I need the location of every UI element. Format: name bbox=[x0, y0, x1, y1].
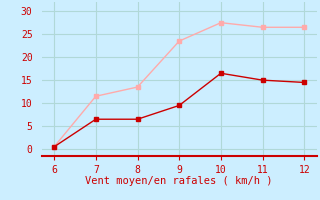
X-axis label: Vent moyen/en rafales ( km/h ): Vent moyen/en rafales ( km/h ) bbox=[85, 176, 273, 186]
